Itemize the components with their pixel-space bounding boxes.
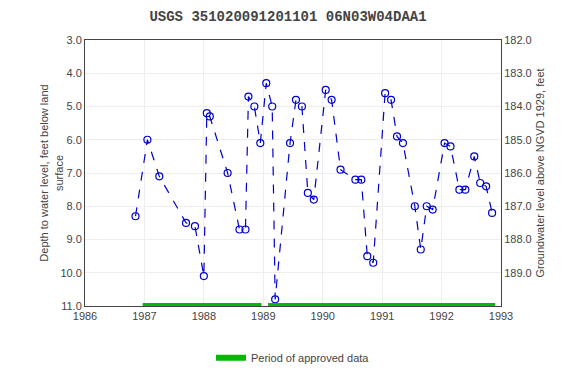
svg-text:1987: 1987: [132, 310, 156, 322]
svg-text:Period of approved data: Period of approved data: [251, 352, 369, 364]
svg-text:6.0: 6.0: [67, 134, 82, 146]
svg-text:3.0: 3.0: [67, 34, 82, 46]
svg-text:1992: 1992: [429, 310, 453, 322]
svg-text:8.0: 8.0: [67, 200, 82, 212]
svg-text:1988: 1988: [192, 310, 216, 322]
svg-text:1993: 1993: [489, 310, 513, 322]
svg-text:4.0: 4.0: [67, 67, 82, 79]
svg-text:1986: 1986: [73, 310, 97, 322]
svg-text:Groundwater level above NGVD 1: Groundwater level above NGVD 1929, feet: [534, 68, 546, 277]
svg-text:9.0: 9.0: [67, 233, 82, 245]
svg-text:10.0: 10.0: [60, 267, 81, 279]
svg-text:182.0: 182.0: [504, 34, 532, 46]
svg-text:187.0: 187.0: [504, 200, 532, 212]
svg-text:1990: 1990: [310, 310, 334, 322]
svg-text:1989: 1989: [251, 310, 275, 322]
svg-text:5.0: 5.0: [67, 100, 82, 112]
svg-text:186.0: 186.0: [504, 167, 532, 179]
svg-text:183.0: 183.0: [504, 67, 532, 79]
svg-text:11.0: 11.0: [61, 300, 82, 312]
svg-text:USGS 351020091201101 06N03W04D: USGS 351020091201101 06N03W04DAA1: [149, 9, 426, 25]
svg-text:188.0: 188.0: [504, 233, 532, 245]
svg-text:189.0: 189.0: [504, 267, 532, 279]
svg-text:184.0: 184.0: [504, 100, 532, 112]
svg-text:Depth to water level, feet bel: Depth to water level, feet below landsur…: [38, 84, 64, 261]
svg-text:1991: 1991: [370, 310, 394, 322]
svg-text:7.0: 7.0: [67, 167, 82, 179]
svg-text:185.0: 185.0: [504, 134, 532, 146]
